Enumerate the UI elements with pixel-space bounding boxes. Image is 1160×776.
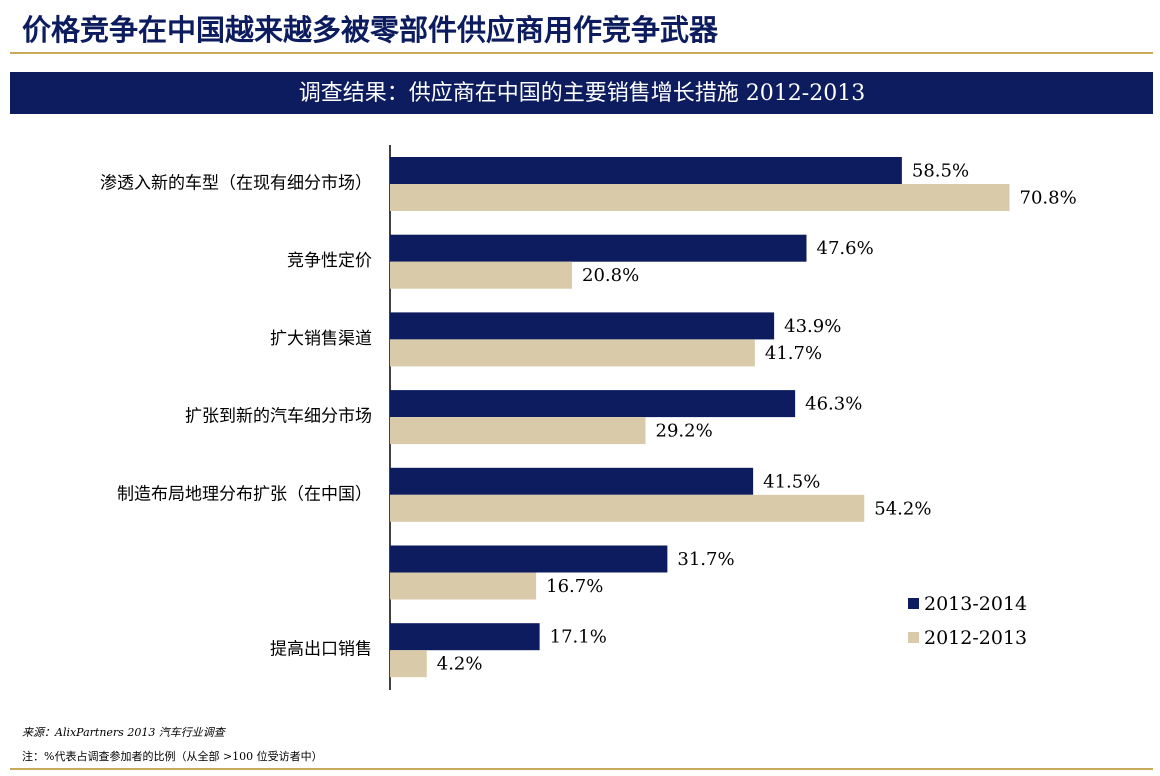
bar — [390, 467, 754, 495]
data-label: 4.2% — [437, 654, 483, 675]
y-tick-label: 扩张到新的汽车细分市场 — [185, 407, 372, 427]
data-label: 70.8% — [1020, 188, 1077, 209]
y-tick-label: 竞争性定价 — [287, 251, 372, 271]
chart-title: 价格竞争在中国越来越多被零部件供应商用作竞争武器 — [22, 13, 719, 47]
bar — [390, 545, 668, 573]
source: 来源：AlixPartners 2013 汽车行业调查 — [22, 726, 227, 739]
legend-label: 2012-2013 — [924, 627, 1027, 649]
bar — [390, 650, 427, 678]
footer-rule — [10, 768, 1153, 770]
data-label: 43.9% — [784, 316, 841, 337]
bar — [390, 494, 865, 522]
bar — [390, 261, 572, 289]
data-label: 31.7% — [677, 549, 734, 570]
y-tick-label: 提高出口销售 — [270, 640, 372, 660]
bar — [390, 417, 646, 445]
bar — [390, 184, 1010, 211]
bar — [390, 623, 540, 651]
bar — [390, 339, 755, 367]
data-label: 20.8% — [582, 265, 639, 286]
y-tick-label: 渗透入新的车型（在现有细分市场） — [100, 174, 372, 194]
banner — [10, 72, 1153, 114]
legend-swatch — [908, 598, 919, 609]
legend-label: 2013-2014 — [924, 593, 1027, 615]
data-label: 47.6% — [817, 238, 874, 259]
data-label: 29.2% — [656, 421, 713, 442]
title-rule — [10, 52, 1153, 54]
note: 注：%代表占调查参加者的比例（从全部 >100 位受访者中） — [22, 749, 323, 763]
y-tick-label: 制造布局地理分布扩张（在中国） — [117, 484, 372, 504]
data-label: 16.7% — [546, 576, 603, 597]
data-label: 54.2% — [874, 498, 931, 519]
data-label: 17.1% — [550, 627, 607, 648]
data-label: 58.5% — [912, 161, 969, 182]
legend-swatch — [908, 632, 919, 643]
bar — [390, 572, 537, 600]
data-label: 41.7% — [765, 343, 822, 364]
chart-subtitle: 调查结果：供应商在中国的主要销售增长措施 2012-2013 — [299, 81, 865, 106]
data-label: 41.5% — [763, 471, 820, 492]
y-tick-label: 扩大销售渠道 — [270, 329, 372, 349]
bar — [390, 234, 807, 262]
data-label: 46.3% — [805, 394, 862, 415]
bar — [390, 312, 775, 340]
bar — [390, 390, 796, 418]
bar — [390, 157, 902, 184]
